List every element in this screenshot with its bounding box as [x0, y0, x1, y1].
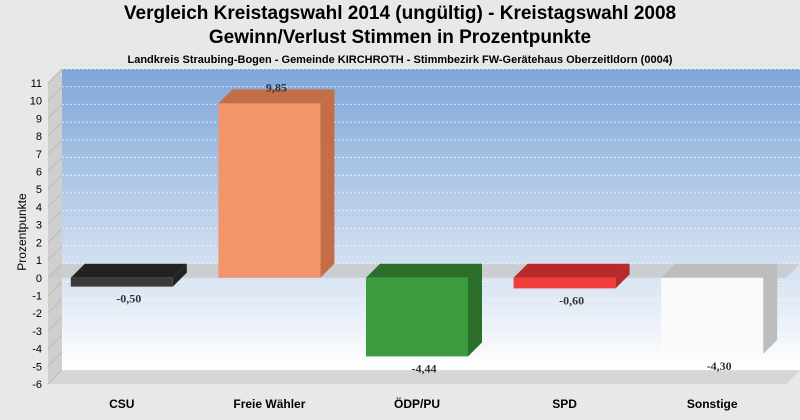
y-tick-label: 10: [30, 96, 42, 108]
y-tick-label: 3: [36, 220, 42, 232]
y-tick-label: 2: [36, 237, 42, 249]
floor: [48, 370, 800, 384]
bar-side: [172, 263, 187, 287]
grid-line-wall: [47, 298, 63, 314]
grid-line-wall: [47, 104, 63, 119]
bar-top: [218, 89, 335, 104]
bar-side: [320, 89, 335, 278]
bar-side: [468, 263, 482, 357]
value-labels: -0,50 9,85 -4,44 -0,60 -4,30: [116, 80, 731, 375]
grid-line-wall: [47, 263, 63, 279]
bar-front: [218, 103, 321, 278]
y-tick-label: -3: [32, 326, 42, 338]
bar-front: [366, 277, 468, 357]
y-tick-label: 1: [36, 255, 42, 267]
left-wall: [48, 69, 62, 384]
y-tick-label: 8: [36, 131, 42, 143]
bar: [366, 263, 482, 357]
grid-line-wall: [47, 139, 63, 155]
bar-side: [763, 263, 778, 354]
y-tick-label: 0: [36, 273, 42, 285]
category-label: ÖDP/PU: [394, 396, 440, 411]
category-labels: CSU Freie Wähler ÖDP/PU SPD Sonstige: [109, 396, 738, 411]
y-tick-label: -5: [32, 361, 42, 373]
bar-top: [70, 263, 187, 278]
value-label: -0,50: [116, 292, 141, 306]
grid-line-wall: [47, 174, 63, 190]
chart-subtitle-location: Landkreis Straubing-Bogen - Gemeinde KIR…: [127, 54, 673, 66]
grid-line-wall: [47, 351, 63, 367]
category-label: CSU: [109, 397, 134, 411]
grid-line-wall: [47, 245, 63, 261]
y-tick-label: 11: [31, 78, 42, 90]
y-tick-label: 4: [36, 202, 42, 214]
bar-front: [661, 277, 764, 354]
grid-line-wall: [47, 192, 63, 208]
grid-line-wall: [47, 369, 63, 385]
bar: [513, 263, 630, 289]
bar-front: [513, 277, 616, 289]
value-label: -4,44: [412, 361, 437, 375]
grid-line-wall: [47, 316, 63, 332]
y-tick-label: 5: [36, 184, 42, 196]
bar: [218, 89, 335, 278]
y-tick-label: 6: [36, 167, 42, 179]
grid-line-wall: [47, 227, 63, 243]
category-label: Freie Wähler: [233, 397, 305, 411]
bar: [661, 263, 778, 354]
bar-top: [366, 263, 482, 278]
grid-line-wall: [47, 281, 63, 296]
value-label: -4,30: [707, 359, 732, 373]
bar-top: [513, 263, 630, 278]
grid-line-wall: [47, 334, 63, 349]
chart-title: Vergleich Kreistagswahl 2014 (ungültig) …: [123, 3, 677, 24]
bar-side: [615, 263, 630, 289]
y-tick-label: -2: [32, 308, 42, 320]
y-tick-label: -6: [32, 379, 42, 391]
y-tick-label: 9: [36, 113, 42, 125]
bars: [70, 89, 778, 357]
bar-front: [70, 277, 173, 287]
grid-line-wall: [47, 210, 63, 226]
grid-line-wall: [47, 121, 63, 137]
y-tick-label: -1: [32, 290, 42, 302]
category-label: Sonstige: [687, 397, 738, 411]
chart-subtitle: Gewinn/Verlust Stimmen in Prozentpunkte: [208, 27, 592, 48]
y-tick-label: -4: [32, 344, 42, 356]
bar: [70, 263, 187, 287]
category-label: SPD: [552, 397, 577, 411]
value-label: 9,85: [266, 80, 287, 94]
value-label: -0,60: [559, 293, 584, 307]
grid-line-wall: [47, 157, 63, 172]
grid-line-wall: [47, 86, 63, 102]
grid-line-wall: [47, 68, 63, 84]
y-tick-label: 7: [36, 149, 42, 161]
bar-top: [661, 263, 778, 278]
